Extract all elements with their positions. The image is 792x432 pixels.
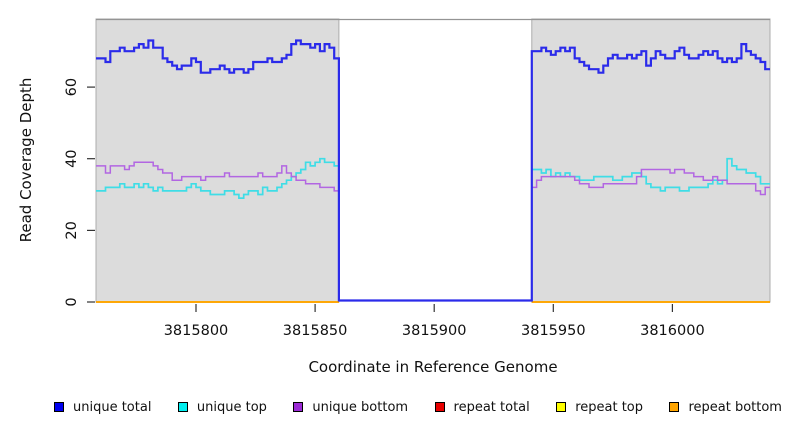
- x-tick-label: 3816000: [640, 323, 705, 339]
- legend-item-unique-bottom: unique bottom: [293, 400, 408, 415]
- y-tick-label: 0: [64, 297, 80, 306]
- legend: unique total unique top unique bottom repea…: [54, 399, 782, 415]
- series-unique-bottom: [96, 161, 770, 196]
- legend-label: repeat top: [575, 399, 643, 415]
- legend-swatch-unique-top: [177, 402, 188, 412]
- legend-label: repeat bottom: [688, 399, 782, 415]
- legend-item-unique-total: unique total: [54, 400, 151, 415]
- x-tick-label: 3815850: [283, 323, 348, 339]
- x-axis-label: Coordinate in Reference Genome: [308, 358, 558, 376]
- legend-label: repeat total: [453, 399, 530, 415]
- legend-item-repeat-total: repeat total: [434, 399, 530, 415]
- x-tick-label: 3815900: [402, 323, 467, 339]
- shaded-region: [95, 18, 340, 303]
- series-unique-top: [96, 157, 770, 199]
- legend-label: unique top: [196, 399, 267, 415]
- legend-item-repeat-bottom: repeat bottom: [669, 400, 782, 415]
- legend-swatch-repeat-bottom: [669, 402, 680, 412]
- y-tick-label: 20: [64, 221, 80, 239]
- legend-swatch-repeat-top: [556, 402, 567, 412]
- legend-item-unique-top: unique top: [177, 399, 267, 415]
- legend-label: unique total: [73, 399, 152, 415]
- x-tick-label: 3815950: [521, 323, 586, 339]
- legend-swatch-unique-bottom: [293, 402, 304, 412]
- y-tick-label: 40: [64, 149, 80, 167]
- y-axis-label: Read Coverage Depth: [17, 77, 35, 243]
- legend-swatch-unique-total: [54, 402, 64, 412]
- y-tick-label: 60: [64, 78, 80, 96]
- x-tick-label: 3815800: [164, 323, 229, 339]
- series-unique-total: [96, 39, 770, 302]
- legend-item-repeat-top: repeat top: [556, 400, 643, 415]
- legend-swatch-repeat-total: [434, 402, 445, 412]
- legend-label: unique bottom: [312, 399, 409, 415]
